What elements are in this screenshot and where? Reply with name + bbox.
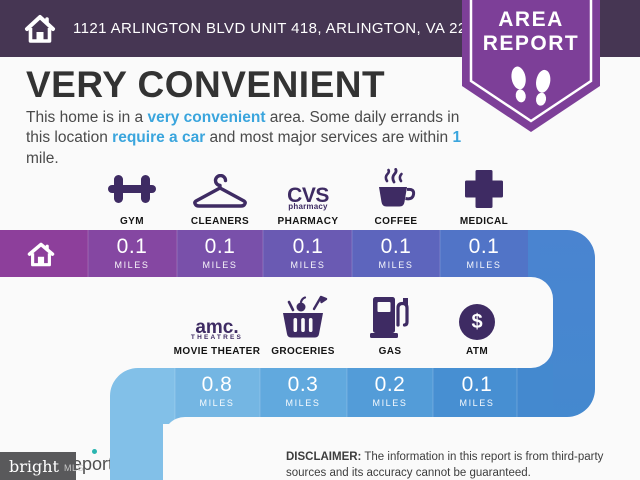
amenity-label: ATM	[465, 346, 489, 357]
distance-value: 0.1	[461, 373, 493, 396]
distance-unit: MILES	[459, 398, 495, 408]
badge-line2: REPORT	[482, 32, 580, 55]
hanger-icon	[193, 174, 247, 208]
distance-unit: MILES	[466, 260, 502, 270]
distance-unit: MILES	[114, 260, 150, 270]
desc-highlight-very-convenient: very convenient	[147, 109, 266, 126]
amenity-label: GYM	[120, 216, 144, 227]
distance-unit: MILES	[378, 260, 414, 270]
disclaimer-label: DISCLAIMER:	[286, 451, 362, 463]
amenity-label: COFFEE	[374, 216, 418, 227]
amenity-medical: MEDICAL	[429, 164, 539, 227]
distance-unit: MILES	[202, 260, 238, 270]
distance-value: 0.1	[380, 235, 412, 258]
area-report-badge: AREA REPORT	[462, 0, 600, 132]
origin-home-icon	[27, 242, 55, 267]
dollar-sign: $	[471, 310, 483, 333]
distance-value: 0.2	[374, 373, 406, 396]
distance-value: 0.1	[204, 235, 236, 258]
amenity-cleaners: CLEANERS	[165, 164, 275, 227]
amenity-coffee: COFFEE	[341, 164, 451, 227]
amenity-label: GROCERIES	[271, 346, 335, 357]
bright-mls-logo: bright MLS	[0, 452, 83, 480]
amenity-movie-theater: amc. THEATRES MOVIE THEATER	[162, 294, 272, 357]
amenity-atm: $ ATM	[422, 294, 532, 357]
distance-value: 0.1	[468, 235, 500, 258]
amenity-label: PHARMACY	[277, 216, 339, 227]
disclaimer-body: The information in this report is from t…	[286, 451, 604, 480]
cvs-logo: CVS pharmacy	[287, 184, 329, 211]
page-title: VERY CONVENIENT	[26, 64, 386, 105]
bright-logo-text: bright	[9, 456, 59, 476]
badge-line1: AREA	[498, 8, 564, 31]
distance-medical: 0.1 MILES	[439, 236, 529, 270]
distance-unit: MILES	[290, 260, 326, 270]
distance-gas: 0.2 MILES	[345, 374, 435, 408]
amenity-groceries: GROCERIES	[248, 294, 358, 357]
property-address: 1121 ARLINGTON BLVD UNIT 418, ARLINGTON,…	[73, 20, 493, 37]
distance-value: 0.3	[287, 373, 319, 396]
atm-circle-icon: $	[459, 304, 495, 340]
distance-unit: MILES	[372, 398, 408, 408]
distance-value: 0.8	[201, 373, 233, 396]
cvs-logo-main: CVS	[287, 184, 329, 208]
distance-gym: 0.1 MILES	[87, 236, 177, 270]
badge-shield-shape	[462, 0, 600, 132]
gas-pump-icon	[370, 297, 409, 338]
mls-logo-text: MLS	[63, 463, 84, 473]
amenity-label: GAS	[378, 346, 402, 357]
desc-text: and most major services are within	[205, 129, 453, 147]
coffee-cup-icon	[379, 168, 416, 207]
desc-highlight-one: 1	[452, 129, 462, 147]
dumbbell-icon	[108, 175, 156, 203]
home-icon	[25, 14, 55, 43]
distance-unit: MILES	[285, 398, 321, 408]
amenity-label: CLEANERS	[190, 216, 250, 227]
amenity-label: MOVIE THEATER	[173, 346, 261, 357]
amc-logo-sub: THEATRES	[190, 333, 244, 341]
distance-movie-theater: 0.8 MILES	[172, 374, 262, 408]
amenity-pharmacy: CVS pharmacy PHARMACY	[253, 164, 363, 227]
amenity-gas: GAS	[335, 294, 445, 357]
disclaimer: DISCLAIMER: The information in this repo…	[286, 449, 616, 480]
amenity-label: MEDICAL	[459, 216, 509, 227]
brand-teal-dot	[92, 449, 97, 454]
distance-atm: 0.1 MILES	[432, 374, 522, 408]
distance-value: 0.1	[116, 235, 148, 258]
distance-unit: MILES	[199, 398, 235, 408]
amc-logo: amc. THEATRES	[190, 316, 244, 341]
distance-groceries: 0.3 MILES	[258, 374, 348, 408]
basket-icon	[283, 295, 328, 338]
desc-text: area. Some daily errands in this locatio…	[26, 109, 460, 147]
amc-logo-main: amc.	[195, 316, 239, 338]
distance-pharmacy: 0.1 MILES	[263, 236, 353, 270]
desc-highlight-require-a-car: require a car	[112, 129, 206, 147]
footprints-icon	[511, 66, 551, 106]
desc-text: This home is in a	[26, 109, 148, 126]
summary-paragraph: This home is in a very convenient area. …	[26, 108, 474, 169]
distance-cleaners: 0.1 MILES	[175, 236, 265, 270]
cvs-logo-sub: pharmacy	[288, 202, 328, 211]
distance-coffee: 0.1 MILES	[351, 236, 441, 270]
distance-value: 0.1	[292, 235, 324, 258]
medical-cross-icon	[465, 170, 503, 208]
desc-text: mile.	[26, 149, 59, 167]
amenity-gym: GYM	[77, 164, 187, 227]
